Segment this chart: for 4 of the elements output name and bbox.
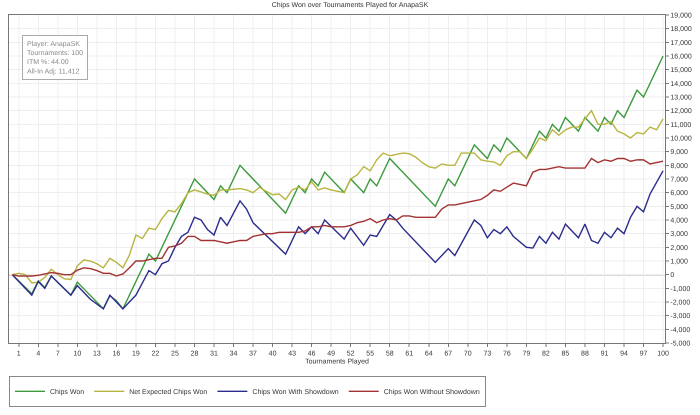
line-series (12, 158, 664, 277)
line-series (12, 110, 664, 284)
line-series (12, 55, 664, 310)
line-series (12, 170, 664, 310)
